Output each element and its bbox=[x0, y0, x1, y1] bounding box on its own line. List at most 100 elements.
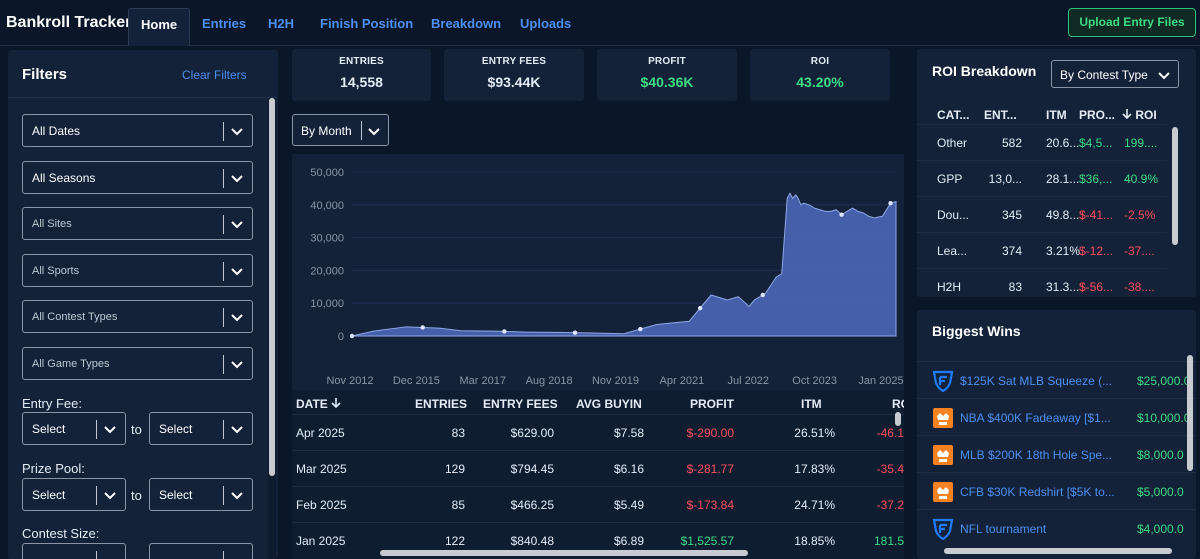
chart-x-tick-label: Jan 2025 bbox=[858, 375, 903, 387]
tab-entries[interactable]: Entries bbox=[202, 16, 247, 31]
chart-series-area bbox=[351, 192, 897, 337]
tab-home[interactable]: Home bbox=[128, 8, 191, 46]
chart-data-point[interactable] bbox=[888, 200, 893, 206]
period-select[interactable]: By Month bbox=[292, 114, 389, 146]
filters-panel: Filters Clear Filters All Dates All Seas… bbox=[8, 50, 278, 559]
chart-data-point[interactable] bbox=[697, 305, 703, 311]
table-row[interactable]: Apr 2025 83 $629.00 $7.58 $-290.00 26.51% -46.… bbox=[292, 414, 904, 450]
chart-x-tick-label: Nov 2019 bbox=[592, 375, 639, 387]
prize-pool-min-select[interactable]: Select bbox=[22, 478, 126, 511]
roi-row[interactable]: Other 582 20.6... $4,5... 199.... bbox=[917, 124, 1167, 160]
chart-data-point[interactable] bbox=[502, 329, 507, 334]
roi-scrollbar-thumb[interactable] bbox=[1172, 127, 1178, 245]
win-row[interactable]: CFB $30K Redshirt [$5K to... $5,000.0 bbox=[917, 472, 1196, 509]
chevron-down-icon bbox=[231, 426, 243, 434]
prize-pool-max-select[interactable]: Select bbox=[149, 478, 253, 511]
win-row[interactable]: $125K Sat MLB Squeeze (... $25,000.0 bbox=[917, 361, 1196, 398]
wins-scrollbar-thumb[interactable] bbox=[1187, 355, 1193, 471]
col-header-itm[interactable]: ITM bbox=[801, 397, 822, 411]
entry-fee-min-select[interactable]: Select bbox=[22, 412, 126, 445]
prize-pool-min-value: Select bbox=[32, 488, 66, 502]
win-contest-name[interactable]: NFL tournament bbox=[960, 522, 1047, 536]
prize-pool-label: Prize Pool: bbox=[22, 461, 85, 476]
roi-cell-profit: $36,... bbox=[1079, 172, 1113, 186]
wins-horizontal-scrollbar[interactable] bbox=[944, 548, 1172, 554]
chart-data-point[interactable] bbox=[760, 292, 765, 298]
win-amount: $8,000.0 bbox=[1137, 448, 1184, 462]
cell-entry-fees: $794.45 bbox=[510, 462, 554, 476]
stat-roi-value: 43.20% bbox=[796, 74, 844, 90]
cell-entries: 83 bbox=[451, 426, 465, 440]
win-contest-name[interactable]: NBA $400K Fadeaway [$1... bbox=[960, 411, 1111, 425]
game-types-select[interactable]: All Game Types bbox=[22, 347, 253, 380]
col-header-profit[interactable]: PROFIT bbox=[690, 397, 734, 411]
roi-col-roi[interactable]: ROI bbox=[1122, 108, 1157, 122]
roi-group-select[interactable]: By Contest Type bbox=[1051, 60, 1179, 88]
roi-cell-roi: 40.9% bbox=[1124, 172, 1159, 186]
roi-col-entries[interactable]: ENT... bbox=[984, 108, 1017, 122]
contest-types-select[interactable]: All Contest Types bbox=[22, 300, 253, 333]
col-header-avg-buyin[interactable]: AVG BUYIN bbox=[576, 397, 642, 411]
select-separator bbox=[223, 262, 224, 281]
tab-h2h[interactable]: H2H bbox=[268, 16, 295, 31]
table-row[interactable]: Feb 2025 85 $466.25 $5.49 $-173.84 24.71% -37.… bbox=[292, 486, 904, 522]
profit-chart-svg: 0 10,000 20,000 30,000 40,000 50,000 Nov 2012… bbox=[310, 167, 903, 387]
game-types-select-placeholder: All Game Types bbox=[32, 358, 110, 370]
roi-col-itm[interactable]: ITM bbox=[1046, 108, 1067, 122]
win-row[interactable]: MLB $200K 18th Hole Spe... $8,000.0 bbox=[917, 435, 1196, 472]
select-separator bbox=[96, 551, 97, 559]
roi-row[interactable]: Dou... 345 49.8... $-41... -2.5% bbox=[917, 196, 1167, 232]
chevron-down-icon bbox=[104, 492, 116, 500]
table-row[interactable]: Mar 2025 129 $794.45 $6.16 $-281.77 17.83% -35… bbox=[292, 450, 904, 486]
roi-row[interactable]: H2H 83 31.3... $-56... -38.... bbox=[917, 268, 1167, 297]
roi-cell-roi: -38.... bbox=[1124, 280, 1155, 294]
contest-size-min-select[interactable] bbox=[22, 543, 126, 559]
tab-breakdown[interactable]: Breakdown bbox=[431, 16, 502, 31]
clear-filters-link[interactable]: Clear Filters bbox=[182, 68, 247, 82]
contest-size-max-select[interactable] bbox=[149, 543, 253, 559]
dates-select[interactable]: All Dates bbox=[22, 114, 253, 147]
col-header-date[interactable]: DATE bbox=[296, 397, 341, 411]
table-row[interactable]: Jan 2025 122 $840.48 $6.89 $1,525.57 18.85% 18… bbox=[292, 522, 904, 558]
seasons-select[interactable]: All Seasons bbox=[22, 161, 253, 194]
stat-card-roi: ROI 43.20% bbox=[750, 49, 890, 101]
win-contest-name[interactable]: CFB $30K Redshirt [$5K to... bbox=[960, 485, 1115, 499]
upload-entry-files-button[interactable]: Upload Entry Files bbox=[1068, 8, 1196, 37]
chart-data-point[interactable] bbox=[349, 333, 355, 339]
entry-fee-max-select[interactable]: Select bbox=[149, 412, 253, 445]
chart-data-point[interactable] bbox=[572, 330, 578, 335]
select-separator bbox=[96, 420, 97, 439]
cell-roi: -46.1 bbox=[876, 426, 904, 440]
chart-data-point[interactable] bbox=[638, 326, 643, 332]
sports-select[interactable]: All Sports bbox=[22, 254, 253, 287]
win-amount: $10,000.0 bbox=[1137, 411, 1191, 425]
tab-uploads[interactable]: Uploads bbox=[520, 16, 572, 31]
chart-data-point[interactable] bbox=[420, 325, 425, 330]
table-vertical-scrollbar-thumb[interactable] bbox=[895, 412, 901, 426]
roi-cell-itm: 31.3... bbox=[1046, 280, 1080, 294]
filters-scrollbar-thumb[interactable] bbox=[269, 98, 275, 476]
win-contest-name[interactable]: $125K Sat MLB Squeeze (... bbox=[960, 374, 1113, 388]
col-header-entry-fees[interactable]: ENTRY FEES bbox=[483, 397, 558, 411]
win-row[interactable]: NBA $400K Fadeaway [$1... $10,000.0 bbox=[917, 398, 1196, 435]
roi-col-profit[interactable]: PRO... bbox=[1079, 108, 1116, 122]
tab-finish-position[interactable]: Finish Position bbox=[320, 16, 414, 31]
roi-col-category[interactable]: CAT... bbox=[937, 108, 970, 122]
win-contest-name[interactable]: MLB $200K 18th Hole Spe... bbox=[960, 448, 1113, 462]
chart-x-tick-label: Jul 2022 bbox=[727, 375, 769, 387]
win-row[interactable]: NFL tournament $4,000.0 bbox=[917, 509, 1196, 546]
entry-fee-label: Entry Fee: bbox=[22, 396, 82, 411]
col-header-entries[interactable]: ENTRIES bbox=[415, 397, 468, 411]
stat-card-entry-fees: ENTRY FEES $93.44K bbox=[444, 49, 584, 101]
chart-data-point[interactable] bbox=[839, 212, 844, 217]
chevron-down-icon bbox=[231, 361, 243, 369]
roi-row[interactable]: GPP 13,0... 28.1... $36,... 40.9% bbox=[917, 160, 1167, 196]
select-separator bbox=[223, 215, 224, 234]
sites-select[interactable]: All Sites bbox=[22, 207, 253, 240]
chart-x-tick-label: Apr 2021 bbox=[660, 375, 705, 387]
col-header-roi[interactable]: ROI bbox=[892, 397, 904, 411]
cell-roi: 181.5 bbox=[873, 534, 904, 548]
table-horizontal-scrollbar[interactable] bbox=[380, 550, 748, 556]
cell-date: Mar 2025 bbox=[296, 462, 347, 476]
roi-row[interactable]: Lea... 374 3.21% $-12... -37.... bbox=[917, 232, 1167, 268]
